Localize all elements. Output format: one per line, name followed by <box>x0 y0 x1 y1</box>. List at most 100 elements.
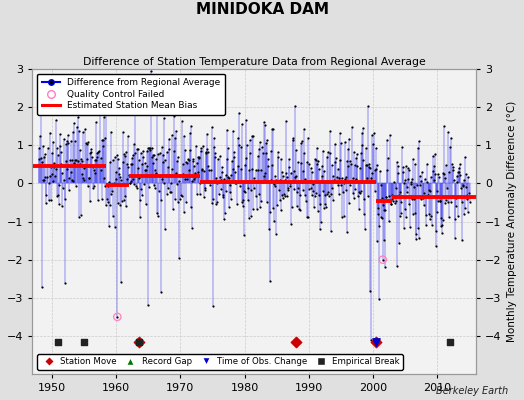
Point <box>395 192 403 199</box>
Point <box>350 195 358 201</box>
Point <box>76 160 84 167</box>
Point <box>155 188 163 194</box>
Point <box>189 158 198 164</box>
Point <box>399 164 407 170</box>
Point <box>85 198 94 204</box>
Point <box>138 160 146 167</box>
Point <box>227 172 235 178</box>
Point <box>301 176 310 182</box>
Point <box>169 206 177 212</box>
Point <box>96 155 105 162</box>
Point <box>319 147 328 154</box>
Point <box>421 222 430 229</box>
Point <box>81 126 89 132</box>
Point <box>453 179 462 185</box>
Point <box>83 138 92 145</box>
Point <box>322 203 331 210</box>
Point <box>118 129 127 136</box>
Point <box>106 159 114 166</box>
Point <box>258 143 266 150</box>
Point <box>140 181 148 188</box>
Point <box>386 132 394 138</box>
Point <box>180 133 188 139</box>
Point <box>42 200 50 206</box>
Point <box>102 99 110 105</box>
Point <box>154 151 162 158</box>
Point <box>260 119 268 125</box>
Point <box>239 232 248 238</box>
Point <box>454 169 463 175</box>
Point <box>218 169 226 175</box>
Point <box>255 191 264 198</box>
Point <box>215 174 224 180</box>
Point <box>122 202 130 209</box>
Point <box>381 264 389 270</box>
Point <box>297 160 305 166</box>
Point <box>90 166 98 173</box>
Point <box>348 178 356 184</box>
Point <box>152 102 161 108</box>
Point <box>66 174 74 181</box>
Point <box>95 92 104 98</box>
Point <box>366 288 374 294</box>
Point <box>61 196 69 202</box>
Point <box>454 213 462 219</box>
Point <box>364 193 372 199</box>
Point <box>105 202 114 208</box>
Point <box>408 176 417 182</box>
Point <box>332 155 340 161</box>
Point <box>40 177 48 184</box>
Point <box>205 166 214 173</box>
Point <box>202 148 210 155</box>
Point <box>214 179 223 186</box>
Point <box>321 201 329 207</box>
Point <box>115 165 123 172</box>
Point <box>149 160 157 166</box>
Point <box>130 181 138 188</box>
Point <box>369 140 377 147</box>
Point <box>358 156 367 163</box>
Point <box>339 214 347 220</box>
Point <box>49 178 57 184</box>
Point <box>387 201 396 207</box>
Point <box>361 226 369 232</box>
Point <box>58 170 66 176</box>
Point <box>294 185 303 191</box>
Point <box>378 256 387 263</box>
Point <box>148 144 156 151</box>
Point <box>92 157 101 164</box>
Point <box>340 213 348 219</box>
Point <box>446 144 454 150</box>
Point <box>147 68 155 74</box>
Point <box>234 163 242 169</box>
Point <box>456 161 464 167</box>
Point <box>128 161 136 168</box>
Point <box>397 198 405 205</box>
Point <box>99 143 107 149</box>
Point <box>403 188 411 195</box>
Point <box>209 196 217 203</box>
Point <box>75 128 83 134</box>
Point <box>118 198 126 204</box>
Point <box>289 135 297 141</box>
Point <box>300 150 309 157</box>
Point <box>343 229 352 235</box>
Point <box>364 102 373 109</box>
Point <box>326 228 335 234</box>
Point <box>94 196 102 203</box>
Point <box>337 140 345 146</box>
Point <box>406 181 414 188</box>
Point <box>442 162 450 168</box>
Point <box>52 166 60 172</box>
Point <box>204 163 212 169</box>
Point <box>257 167 265 173</box>
Point <box>129 175 137 182</box>
Point <box>165 136 173 142</box>
Point <box>242 155 250 161</box>
Point <box>185 157 193 163</box>
Point <box>221 188 230 195</box>
Point <box>328 185 336 191</box>
Point <box>245 136 254 143</box>
Point <box>424 187 433 194</box>
Point <box>176 196 184 202</box>
